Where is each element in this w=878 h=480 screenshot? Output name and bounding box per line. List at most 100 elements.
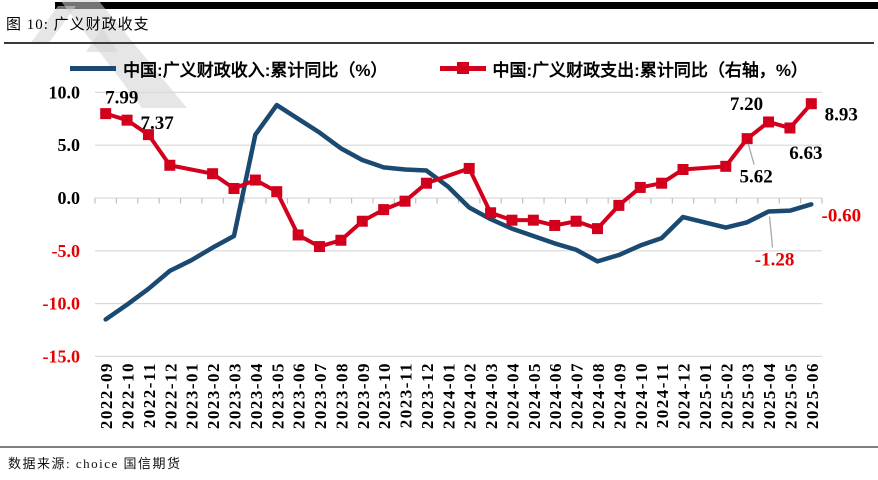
x-axis-label: 2024-10 — [632, 362, 651, 429]
expenditure-marker — [506, 214, 518, 226]
x-axis-label: 2024-09 — [610, 362, 629, 429]
x-axis-label: 2023-09 — [354, 362, 373, 429]
x-axis-label: 2024-12 — [675, 362, 694, 429]
chart-legend: 中国:广义财政收入:累计同比（%） 中国:广义财政支出:累计同比（右轴，%） — [0, 56, 878, 81]
expenditure-marker — [121, 114, 133, 126]
data-label: 8.93 — [825, 105, 858, 126]
watermark-swoosh — [60, 0, 187, 108]
source-divider — [0, 446, 878, 448]
expenditure-marker — [570, 215, 582, 227]
leader-line — [768, 216, 774, 248]
data-label: 7.37 — [140, 113, 174, 134]
expenditure-marker — [656, 177, 668, 189]
x-axis-label: 2025-05 — [781, 362, 800, 429]
legend-label-revenue: 中国:广义财政收入:累计同比（%） — [123, 61, 388, 80]
data-label: 7.20 — [730, 94, 763, 115]
y-axis-label: -15.0 — [43, 346, 81, 366]
x-axis-label: 2023-10 — [375, 362, 394, 429]
x-axis-label: 2022-10 — [119, 362, 138, 429]
legend-item-expenditure: 中国:广义财政支出:累计同比（右轴，%） — [439, 56, 808, 81]
x-axis-label: 2023-06 — [290, 362, 309, 429]
x-axis-label: 2024-11 — [653, 362, 672, 428]
expenditure-marker — [784, 122, 796, 134]
watermark-triangle — [86, 28, 118, 52]
expenditure-marker — [164, 159, 176, 171]
expenditure-marker — [249, 174, 261, 186]
expenditure-marker — [591, 223, 603, 235]
revenue-series-line — [103, 102, 814, 322]
expenditure-square-marker — [456, 62, 469, 74]
data-label: -0.60 — [822, 205, 862, 226]
expenditure-marker — [100, 108, 112, 120]
x-axis-label: 2025-04 — [760, 362, 779, 429]
revenue-line-swatch — [70, 66, 117, 71]
title-underline — [4, 42, 874, 44]
x-axis-label: 2022-11 — [140, 362, 159, 428]
figure-title: 图 10: 广义财政收支 — [6, 17, 150, 33]
expenditure-marker — [292, 229, 304, 241]
x-axis-label: 2023-11 — [397, 362, 416, 428]
expenditure-marker — [527, 214, 539, 226]
y-axis-label: -10.0 — [43, 294, 81, 314]
data-label: 7.99 — [105, 88, 138, 109]
x-axis-label: 2024-04 — [503, 362, 522, 429]
expenditure-marker — [228, 182, 240, 194]
expenditure-marker — [720, 160, 732, 172]
expenditure-marker — [356, 215, 368, 227]
top-border-bar — [55, 2, 878, 9]
x-axis-label: 2024-05 — [525, 362, 544, 429]
x-axis-label: 2023-07 — [311, 362, 330, 429]
leader-line — [747, 143, 755, 165]
data-label: 6.63 — [789, 143, 822, 164]
expenditure-marker — [207, 168, 219, 180]
watermark-band — [30, 6, 76, 44]
x-axis-label: 2023-01 — [183, 362, 202, 429]
y-axis-label: 5.0 — [58, 135, 81, 155]
x-axis-label: 2023-05 — [268, 362, 287, 429]
x-axis-label: 2022-09 — [97, 362, 116, 429]
expenditure-marker — [271, 186, 283, 198]
expenditure-marker — [142, 129, 154, 141]
x-axis-label: 2025-06 — [803, 362, 822, 429]
x-axis-label: 2025-01 — [696, 362, 715, 429]
x-axis-label: 2023-02 — [204, 362, 223, 429]
legend-item-revenue: 中国:广义财政收入:累计同比（%） — [70, 56, 388, 81]
expenditure-marker — [378, 204, 390, 216]
expenditure-marker — [399, 195, 411, 207]
expenditure-marker — [335, 234, 347, 246]
expenditure-marker — [420, 177, 432, 189]
x-axis-label: 2024-02 — [461, 362, 480, 429]
expenditure-marker — [634, 181, 646, 193]
expenditure-marker — [485, 207, 497, 219]
expenditure-marker — [463, 162, 475, 174]
expenditure-line-swatch — [439, 62, 486, 74]
x-axis-label: 2023-03 — [225, 362, 244, 429]
expenditure-marker — [314, 241, 326, 253]
expenditure-marker — [741, 133, 753, 145]
data-label: 5.62 — [740, 167, 773, 188]
y-axis-label: 0.0 — [58, 188, 81, 208]
brand-watermark — [30, 0, 187, 108]
legend-label-expenditure: 中国:广义财政支出:累计同比（右轴，%） — [492, 61, 808, 80]
source-text: 数据来源: choice 国信期货 — [8, 456, 182, 471]
x-axis-label: 2024-07 — [568, 362, 587, 429]
y-axis-label: -5.0 — [52, 241, 81, 261]
expenditure-marker — [805, 98, 817, 110]
x-axis-label: 2024-06 — [546, 362, 565, 429]
x-axis-label: 2025-02 — [717, 362, 736, 429]
x-axis-label: 2024-01 — [439, 362, 458, 429]
x-axis-label: 2023-08 — [332, 362, 351, 429]
y-axis-label: 10.0 — [49, 82, 81, 102]
x-axis-label: 2024-08 — [589, 362, 608, 429]
x-axis-label: 2022-12 — [161, 362, 180, 429]
expenditure-marker — [763, 116, 775, 128]
expenditure-marker — [549, 219, 561, 231]
x-axis-label: 2024-03 — [482, 362, 501, 429]
expenditure-marker — [613, 199, 625, 211]
data-label: -1.28 — [755, 250, 795, 271]
x-axis-label: 2023-12 — [418, 362, 437, 429]
expenditure-marker — [677, 163, 689, 175]
x-axis-label: 2025-03 — [739, 362, 758, 429]
